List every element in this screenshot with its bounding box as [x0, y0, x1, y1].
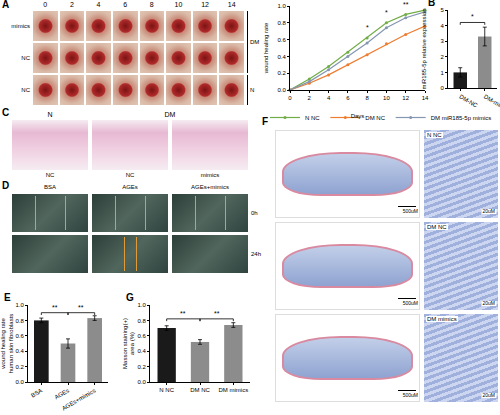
svg-text:**: **: [403, 1, 409, 8]
html-text:20uM: 20uM: [482, 208, 495, 214]
html-text:DM: DM: [164, 111, 176, 118]
svg-text:**: **: [214, 310, 220, 317]
svg-text:*: *: [471, 13, 474, 20]
svg-text:miR185-5p relative expression: miR185-5p relative expression: [421, 8, 427, 89]
svg-text:0.0: 0.0: [15, 379, 24, 385]
svg-text:DM NC: DM NC: [190, 387, 210, 393]
svg-text:DM NC: DM NC: [365, 115, 385, 121]
html-text:6: 6: [123, 1, 128, 8]
svg-text:AGEs: AGEs: [53, 387, 70, 400]
html-text:DM NC: DM NC: [427, 224, 447, 230]
svg-text:DM-NC: DM-NC: [458, 93, 479, 109]
html-text:14: 14: [227, 1, 236, 8]
html-text:0: 0: [43, 1, 48, 8]
html-text:24h: 24h: [251, 251, 261, 257]
html-text:12: 12: [201, 1, 209, 8]
svg-text:G: G: [126, 292, 134, 303]
svg-text:Masson staining(+)area (%): Masson staining(+)area (%): [122, 318, 136, 369]
svg-text:10: 10: [383, 95, 390, 101]
html-text:10: 10: [174, 1, 183, 8]
svg-text:DM mimics: DM mimics: [218, 387, 248, 393]
svg-text:1.0: 1.0: [15, 302, 24, 308]
svg-text:**: **: [180, 310, 186, 317]
svg-text:0.4: 0.4: [137, 348, 146, 354]
html-text:N NC: N NC: [427, 132, 442, 138]
svg-text:0.8: 0.8: [277, 20, 286, 26]
svg-text:1.0: 1.0: [137, 302, 146, 308]
html-text:N: N: [250, 87, 255, 93]
html-text:DM mimics: DM mimics: [427, 316, 457, 322]
html-text:NC: NC: [21, 87, 30, 93]
html-text:4: 4: [96, 1, 101, 8]
svg-text:1: 1: [440, 70, 444, 76]
html-text:NC: NC: [125, 172, 135, 178]
svg-text:N NC: N NC: [159, 387, 174, 393]
html-text:0h: 0h: [251, 210, 258, 216]
svg-text:BSA: BSA: [30, 387, 43, 398]
html-text:mimics: mimics: [200, 172, 220, 178]
svg-text:0: 0: [288, 95, 292, 101]
svg-text:0.4: 0.4: [15, 348, 24, 354]
html-text:A: A: [2, 0, 10, 10]
html-text:DM: DM: [250, 39, 260, 45]
svg-text:6: 6: [346, 95, 350, 101]
svg-text:4: 4: [440, 23, 444, 29]
html-text:AGEs: AGEs: [122, 184, 138, 190]
html-text:2: 2: [70, 1, 74, 8]
svg-text:**: **: [52, 304, 58, 311]
html-text:500uM: 500uM: [402, 392, 418, 398]
svg-text:0.6: 0.6: [15, 333, 24, 339]
svg-text:*: *: [366, 24, 369, 31]
svg-text:4: 4: [327, 95, 331, 101]
svg-text:Days: Days: [351, 113, 365, 119]
svg-text:0.2: 0.2: [277, 70, 286, 76]
svg-text:**: **: [78, 304, 84, 311]
svg-text:DM-mimics: DM-mimics: [483, 93, 500, 113]
svg-text:2: 2: [440, 54, 444, 60]
svg-text:E: E: [4, 292, 11, 303]
svg-text:14: 14: [422, 95, 429, 101]
html-text:500uM: 500uM: [402, 300, 418, 306]
svg-text:0.2: 0.2: [15, 364, 24, 370]
svg-text:DM miR185-5p mimics: DM miR185-5p mimics: [431, 115, 492, 121]
html-text:N: N: [47, 111, 53, 118]
html-text:F: F: [262, 116, 269, 127]
svg-text:2: 2: [308, 95, 312, 101]
svg-text:wound healing ratehuman skin f: wound healing ratehuman skin fibroblasts: [0, 314, 14, 374]
svg-text:0.4: 0.4: [277, 54, 286, 60]
svg-text:*: *: [385, 9, 388, 16]
svg-text:0.0: 0.0: [137, 379, 146, 385]
html-text:D: D: [2, 180, 10, 191]
html-text:NC: NC: [21, 55, 30, 61]
svg-text:0.6: 0.6: [137, 333, 146, 339]
svg-text:N NC: N NC: [305, 115, 320, 121]
html-text:mimics: mimics: [11, 23, 30, 29]
svg-text:8: 8: [365, 95, 369, 101]
svg-text:0.8: 0.8: [15, 318, 24, 324]
svg-text:0.8: 0.8: [137, 318, 146, 324]
svg-text:wound healing rate: wound healing rate: [263, 22, 269, 74]
html-text:500uM: 500uM: [402, 208, 418, 214]
svg-text:0: 0: [440, 85, 444, 91]
html-text:C: C: [2, 107, 10, 118]
svg-text:5: 5: [440, 7, 444, 13]
html-text:BSA: BSA: [44, 184, 56, 190]
html-text:8: 8: [149, 1, 154, 8]
html-text:AGEs+mimics: AGEs+mimics: [191, 184, 229, 190]
svg-text:B: B: [428, 0, 435, 8]
svg-text:12: 12: [402, 95, 409, 101]
svg-text:AGEs+mimics: AGEs+mimics: [61, 387, 97, 411]
svg-text:0.0: 0.0: [277, 87, 286, 93]
html-text:20uM: 20uM: [482, 392, 495, 398]
svg-text:3: 3: [440, 38, 444, 44]
svg-text:0.2: 0.2: [137, 364, 146, 370]
html-text:NC: NC: [45, 172, 55, 178]
svg-text:1.0: 1.0: [277, 3, 286, 9]
svg-text:0.6: 0.6: [277, 37, 286, 43]
html-text:20uM: 20uM: [482, 300, 495, 306]
